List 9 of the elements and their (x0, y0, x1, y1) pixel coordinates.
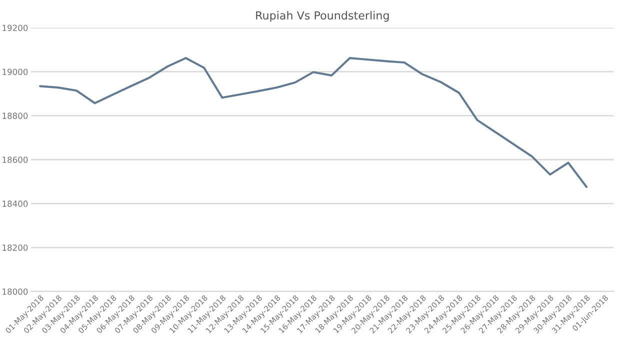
y-tick-label: 19000 (2, 68, 28, 75)
y-tick-label: 18600 (2, 156, 28, 163)
y-tick-label: 19200 (2, 24, 28, 32)
y-tick-label: 18800 (2, 112, 28, 119)
line-series (39, 57, 588, 188)
y-tick-label: 18400 (2, 200, 28, 207)
y-tick-label: 18000 (2, 288, 28, 295)
chart-title: Rupiah Vs Poundsterling (256, 10, 389, 22)
y-tick-label: 18200 (2, 244, 28, 251)
